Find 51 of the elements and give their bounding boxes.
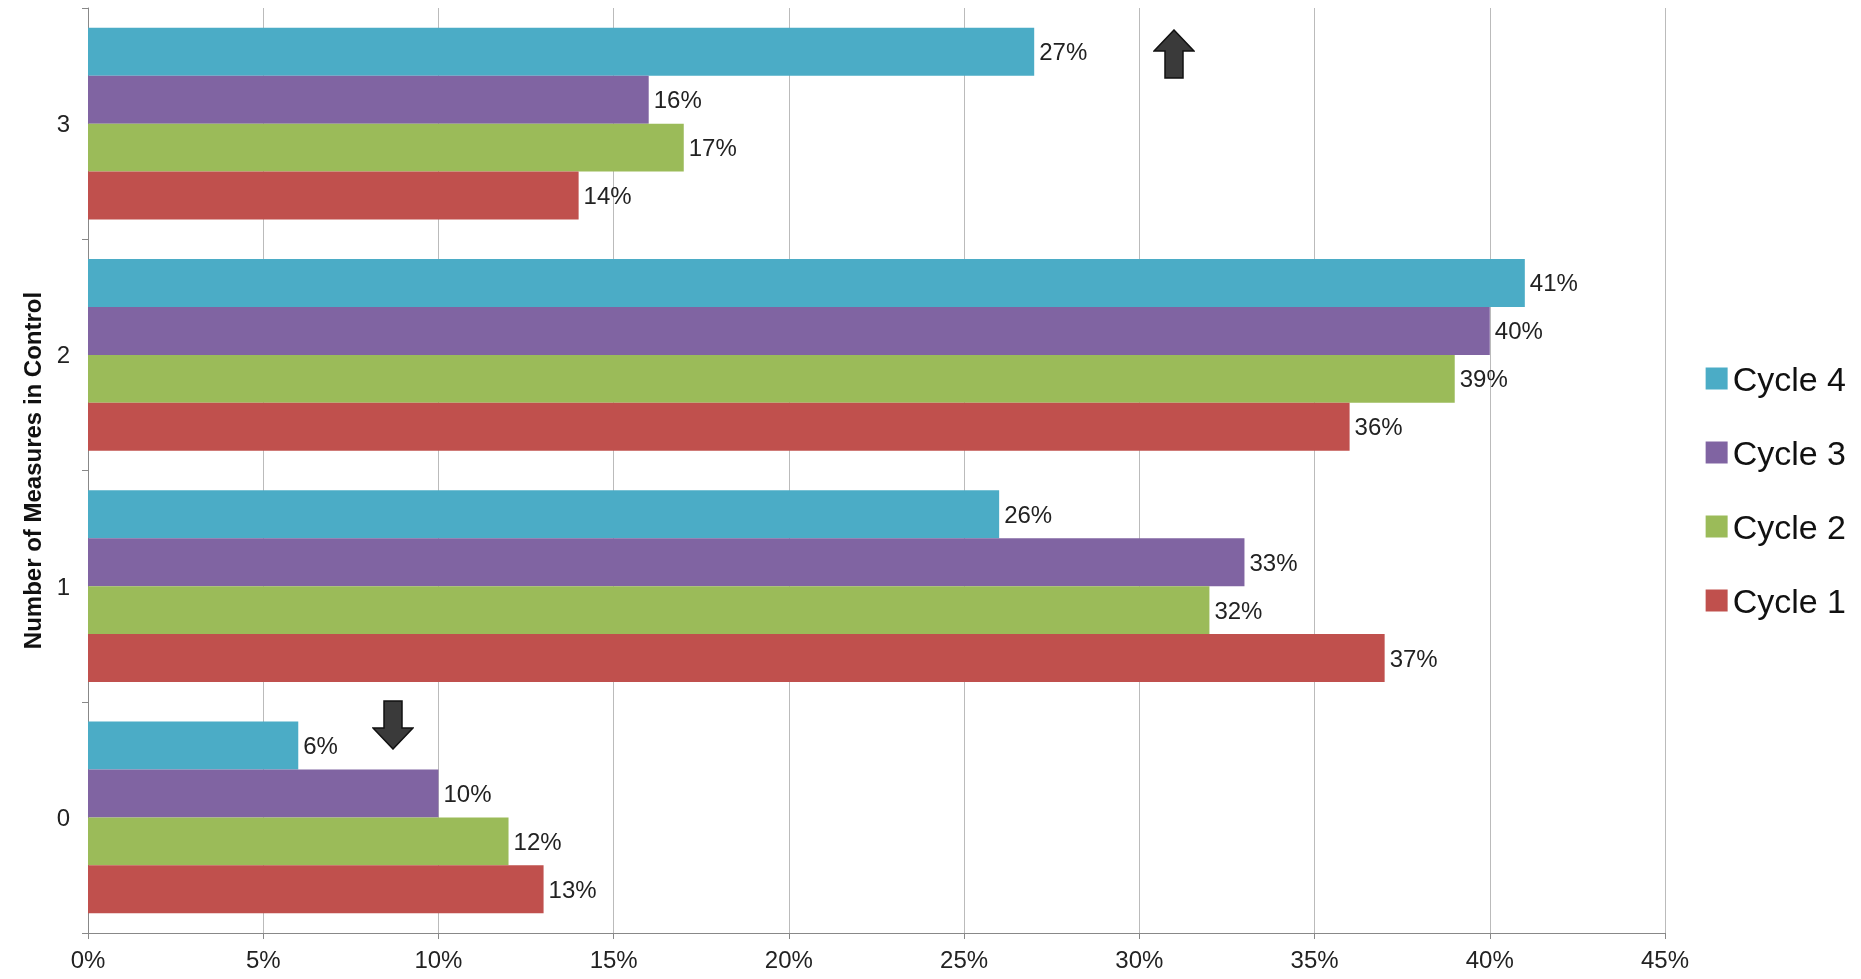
bar [88,490,1000,539]
legend-label: Cycle 4 [1732,359,1846,398]
x-tick-label: 20% [764,945,813,973]
x-tick-label: 30% [1115,945,1164,973]
bar [88,123,684,172]
bar [88,721,299,770]
bar [88,586,1210,635]
bar [88,817,509,866]
bar [88,634,1385,683]
data-label: 37% [1389,644,1438,672]
y-tick-label: 3 [56,110,70,138]
y-tick-label: 0 [56,803,70,831]
legend-label: Cycle 1 [1732,581,1846,620]
data-label: 13% [548,875,597,903]
data-label: 26% [1004,500,1053,528]
x-tick-label: 45% [1640,945,1690,973]
bar [88,865,544,914]
x-tick-label: 25% [940,945,989,973]
data-label: 36% [1354,413,1403,441]
legend-label: Cycle 3 [1732,433,1846,472]
bar [88,769,439,818]
data-label: 17% [688,134,737,162]
data-label: 16% [653,86,702,114]
data-label: 27% [1039,38,1088,66]
bar [88,258,1525,307]
y-tick-label: 2 [56,341,70,369]
legend-label: Cycle 2 [1732,507,1846,546]
x-tick-label: 15% [589,945,638,973]
bar [88,538,1245,587]
data-label: 12% [513,827,562,855]
y-tick-label: 1 [56,572,70,600]
x-tick-label: 0% [70,945,106,973]
bar [88,354,1455,403]
data-label: 6% [303,731,338,759]
data-label: 39% [1459,365,1508,393]
data-label: 10% [443,779,492,807]
bar [88,402,1350,451]
data-label: 33% [1249,548,1298,576]
x-tick-label: 10% [414,945,463,973]
data-label: 32% [1214,596,1263,624]
x-tick-label: 40% [1465,945,1514,973]
bar [88,75,649,124]
bar [88,306,1490,355]
x-tick-label: 5% [245,945,281,973]
bar [88,171,579,220]
data-label: 40% [1494,317,1543,345]
x-tick-label: 35% [1290,945,1339,973]
data-label: 41% [1529,269,1578,297]
y-axis-title: Number of Measures in Control [18,291,46,650]
bar [88,27,1035,76]
data-label: 14% [583,182,632,210]
